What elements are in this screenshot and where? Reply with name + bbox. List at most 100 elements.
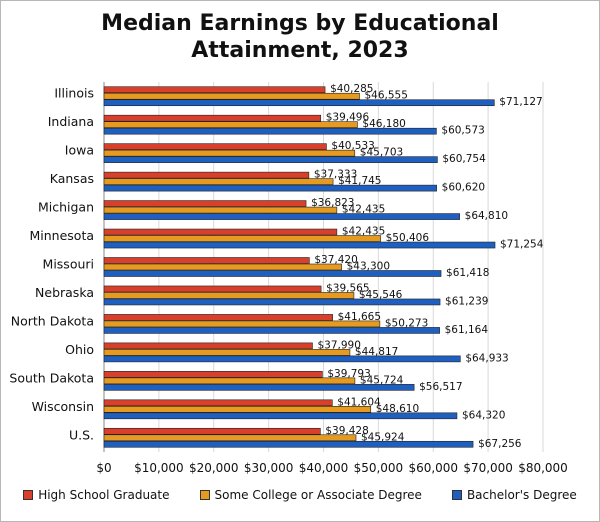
data-label-illinois-some-college-or-associate-degree: $46,555 — [364, 90, 407, 102]
bar-missouri-high-school-graduate — [103, 257, 310, 264]
category-label-illinois: Illinois — [54, 86, 94, 101]
x-tick-label-7: $70,000 — [463, 461, 513, 475]
data-label-iowa-some-college-or-associate-degree: $45,703 — [360, 147, 403, 159]
data-label-minnesota-bachelor-s-degree: $71,254 — [500, 239, 544, 251]
category-label-indiana: Indiana — [48, 114, 94, 129]
data-label-u-s-some-college-or-associate-degree: $45,924 — [361, 431, 405, 443]
bar-missouri-bachelor-s-degree — [103, 270, 442, 277]
bar-u-s-some-college-or-associate-degree — [103, 434, 357, 442]
data-label-nebraska-high-school-graduate: $39,565 — [326, 282, 369, 294]
bar-nebraska-some-college-or-associate-degree — [103, 292, 355, 299]
chart-title: Median Earnings by Educational Attainmen… — [0, 10, 600, 64]
bar-north-dakota-high-school-graduate — [103, 314, 333, 321]
bar-kansas-high-school-graduate — [103, 171, 310, 179]
data-label-ohio-bachelor-s-degree: $64,933 — [465, 352, 508, 364]
x-tick-label-0: $0 — [96, 461, 111, 475]
bar-illinois-high-school-graduate — [103, 86, 326, 94]
chart-title-line-2: Attainment, 2023 — [191, 38, 409, 63]
bar-kansas-bachelor-s-degree — [103, 184, 437, 192]
bar-michigan-bachelor-s-degree — [103, 213, 460, 220]
x-tick-label-1: $10,000 — [134, 461, 184, 475]
data-label-michigan-some-college-or-associate-degree: $42,435 — [342, 204, 385, 216]
bar-minnesota-some-college-or-associate-degree — [103, 235, 381, 242]
category-label-north-dakota: North Dakota — [11, 313, 94, 328]
bar-nebraska-high-school-graduate — [103, 285, 322, 293]
data-label-u-s-bachelor-s-degree: $67,256 — [478, 438, 522, 450]
bar-minnesota-bachelor-s-degree — [103, 241, 496, 249]
data-label-kansas-some-college-or-associate-degree: $41,745 — [338, 175, 381, 187]
data-label-iowa-bachelor-s-degree: $60,754 — [442, 153, 486, 165]
data-label-illinois-high-school-graduate: $40,285 — [330, 83, 373, 95]
data-label-missouri-some-college-or-associate-degree: $43,300 — [347, 261, 390, 273]
data-label-michigan-high-school-graduate: $36,823 — [311, 197, 354, 209]
data-label-north-dakota-high-school-graduate: $41,665 — [338, 311, 381, 323]
data-label-ohio-some-college-or-associate-degree: $44,817 — [355, 346, 398, 358]
bar-south-dakota-bachelor-s-degree — [103, 384, 415, 391]
bar-iowa-bachelor-s-degree — [103, 156, 438, 163]
x-tick-label-3: $30,000 — [244, 461, 294, 475]
data-label-north-dakota-some-college-or-associate-degree: $50,273 — [385, 317, 428, 329]
bar-u-s-high-school-graduate — [103, 427, 321, 435]
data-label-minnesota-high-school-graduate: $42,435 — [342, 226, 385, 238]
category-label-nebraska: Nebraska — [35, 285, 94, 300]
chart-title-line-1: Median Earnings by Educational — [101, 11, 499, 36]
legend-item-bachelors: Bachelor's Degree — [451, 488, 577, 502]
bar-indiana-high-school-graduate — [103, 114, 322, 122]
bar-wisconsin-high-school-graduate — [103, 399, 333, 407]
bar-michigan-high-school-graduate — [103, 200, 307, 207]
legend-item-high-school: High School Graduate — [23, 488, 170, 502]
legend-label-high-school: High School Graduate — [38, 488, 170, 502]
bar-illinois-bachelor-s-degree — [103, 99, 495, 107]
legend-swatch-bachelors — [451, 490, 462, 500]
data-label-wisconsin-high-school-graduate: $41,604 — [337, 396, 381, 408]
category-label-u-s: U.S. — [69, 427, 94, 442]
bar-wisconsin-some-college-or-associate-degree — [103, 406, 372, 413]
category-label-iowa: Iowa — [65, 143, 94, 158]
data-label-south-dakota-bachelor-s-degree: $56,517 — [419, 381, 462, 393]
bar-u-s-bachelor-s-degree — [103, 440, 474, 448]
x-tick-label-2: $20,000 — [189, 461, 239, 475]
category-label-south-dakota: South Dakota — [9, 370, 94, 385]
data-label-kansas-bachelor-s-degree: $60,620 — [442, 182, 485, 194]
category-label-kansas: Kansas — [50, 171, 94, 186]
legend-swatch-some-college — [199, 490, 210, 500]
data-label-michigan-bachelor-s-degree: $64,810 — [465, 210, 508, 222]
x-tick-label-4: $40,000 — [299, 461, 349, 475]
data-label-minnesota-some-college-or-associate-degree: $50,406 — [386, 232, 430, 244]
x-tick-label-6: $60,000 — [408, 461, 458, 475]
category-label-ohio: Ohio — [65, 342, 94, 357]
legend-label-some-college: Some College or Associate Degree — [214, 488, 422, 502]
category-label-michigan: Michigan — [38, 200, 94, 215]
bar-north-dakota-some-college-or-associate-degree — [103, 320, 381, 328]
data-label-missouri-bachelor-s-degree: $61,418 — [446, 267, 489, 279]
category-label-wisconsin: Wisconsin — [32, 399, 94, 414]
legend-swatch-high-school — [23, 490, 34, 500]
data-label-indiana-bachelor-s-degree: $60,573 — [441, 125, 484, 137]
data-label-indiana-high-school-graduate: $39,496 — [326, 112, 370, 124]
data-label-nebraska-bachelor-s-degree: $61,239 — [445, 295, 488, 307]
bar-ohio-high-school-graduate — [103, 342, 313, 350]
bar-north-dakota-bachelor-s-degree — [103, 327, 440, 334]
legend-item-some-college: Some College or Associate Degree — [199, 488, 422, 502]
data-label-wisconsin-bachelor-s-degree: $64,320 — [462, 409, 505, 421]
data-label-missouri-high-school-graduate: $37,420 — [314, 254, 357, 266]
data-label-indiana-some-college-or-associate-degree: $46,180 — [362, 118, 405, 130]
data-label-nebraska-some-college-or-associate-degree: $45,546 — [359, 289, 403, 301]
legend-label-bachelors: Bachelor's Degree — [466, 488, 577, 502]
bar-michigan-some-college-or-associate-degree — [103, 206, 338, 214]
bar-illinois-some-college-or-associate-degree — [103, 92, 360, 100]
data-label-iowa-high-school-graduate: $40,533 — [331, 140, 374, 152]
bar-nebraska-bachelor-s-degree — [103, 298, 441, 306]
bar-south-dakota-high-school-graduate — [103, 371, 323, 378]
data-label-north-dakota-bachelor-s-degree: $61,164 — [445, 324, 489, 336]
bar-indiana-bachelor-s-degree — [103, 127, 437, 135]
x-tick-label-8: $80,000 — [518, 461, 568, 475]
bar-iowa-some-college-or-associate-degree — [103, 149, 356, 157]
category-label-minnesota: Minnesota — [29, 228, 94, 243]
data-label-wisconsin-some-college-or-associate-degree: $48,610 — [376, 403, 419, 415]
data-label-u-s-high-school-graduate: $39,428 — [325, 425, 368, 437]
bar-missouri-some-college-or-associate-degree — [103, 263, 342, 271]
bar-kansas-some-college-or-associate-degree — [103, 178, 334, 185]
bar-minnesota-high-school-graduate — [103, 228, 338, 236]
